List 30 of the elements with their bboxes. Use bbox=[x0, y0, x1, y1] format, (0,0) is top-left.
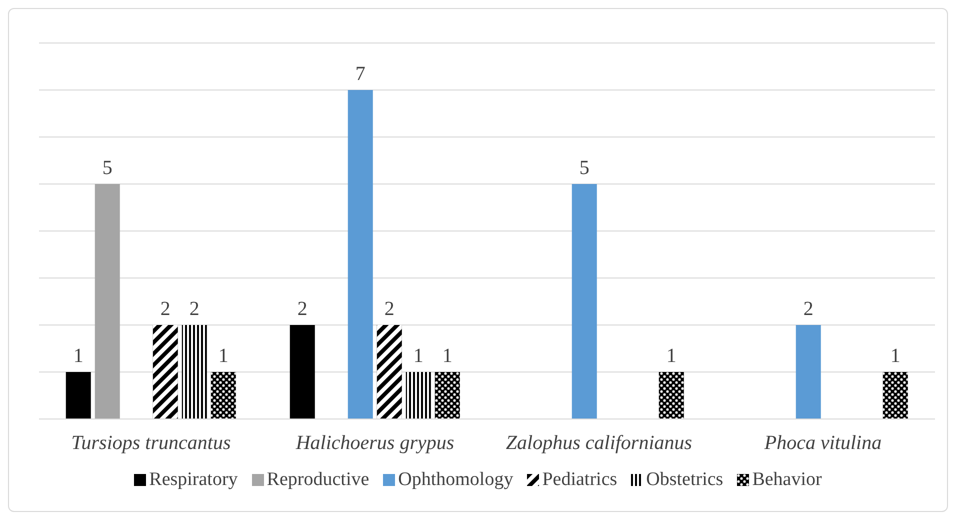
bar bbox=[796, 325, 821, 419]
bar bbox=[572, 184, 597, 419]
x-tick-label: Halichoerus grypus bbox=[294, 432, 454, 454]
data-label: 1 bbox=[890, 345, 900, 367]
legend-label: Pediatrics bbox=[541, 469, 618, 491]
legend-label: Behavior bbox=[751, 469, 822, 491]
x-tick-label: Zalophus californianus bbox=[506, 432, 692, 454]
data-label: 2 bbox=[297, 298, 308, 320]
data-label: 2 bbox=[189, 298, 200, 320]
x-tick-label: Tursiops truncantus bbox=[71, 432, 231, 454]
data-label: 2 bbox=[803, 298, 814, 320]
data-label: 5 bbox=[102, 157, 112, 179]
bar bbox=[94, 184, 120, 419]
data-label: 5 bbox=[579, 157, 590, 179]
data-label: 1 bbox=[73, 345, 84, 367]
data-label: 1 bbox=[666, 345, 676, 367]
bar bbox=[348, 90, 373, 419]
data-label: 2 bbox=[160, 298, 170, 320]
legend-label: Reproductive bbox=[266, 469, 370, 491]
data-label: 1 bbox=[442, 345, 452, 367]
legend-label: Respiratory bbox=[148, 469, 238, 491]
data-label: 2 bbox=[384, 298, 394, 320]
bar bbox=[290, 325, 315, 419]
bar bbox=[66, 372, 91, 419]
legend-label: Obstetrics bbox=[645, 469, 724, 491]
x-tick-label: Phoca vitulina bbox=[763, 432, 882, 454]
legend-label: Ophthomology bbox=[397, 469, 514, 491]
data-label: 7 bbox=[355, 63, 366, 85]
data-label: 1 bbox=[413, 345, 424, 367]
data-label: 1 bbox=[218, 345, 228, 367]
